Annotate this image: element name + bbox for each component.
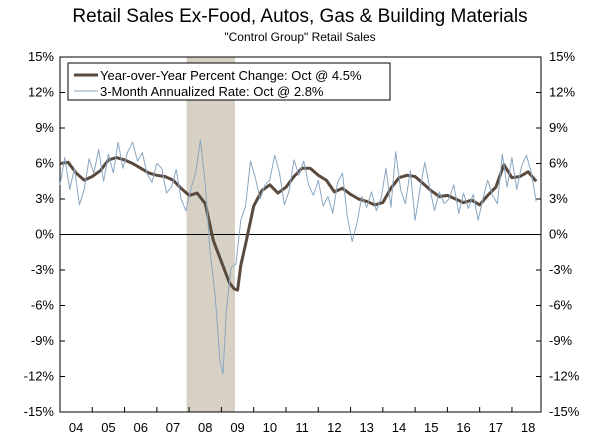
y-tick-label-right: 6% bbox=[549, 156, 568, 171]
series-line-yoy bbox=[59, 156, 538, 292]
y-tick-label-left: 9% bbox=[35, 120, 54, 135]
y-tick-label-right: -6% bbox=[549, 298, 573, 313]
y-tick-label-right: 12% bbox=[549, 85, 575, 100]
y-tick-label-left: 12% bbox=[28, 85, 54, 100]
x-tick-label: 06 bbox=[133, 420, 147, 435]
y-tick-label-right: -3% bbox=[549, 262, 573, 277]
x-tick-label: 04 bbox=[69, 420, 83, 435]
y-tick-label-right: 3% bbox=[549, 191, 568, 206]
y-tick-label-right: -9% bbox=[549, 333, 573, 348]
y-tick-label-left: 0% bbox=[35, 227, 54, 242]
y-tick-label-left: 3% bbox=[35, 191, 54, 206]
x-tick-label: 16 bbox=[456, 420, 470, 435]
y-tick-label-right: -12% bbox=[549, 369, 580, 384]
x-tick-label: 12 bbox=[327, 420, 341, 435]
x-tick-label: 07 bbox=[166, 420, 180, 435]
chart-title: Retail Sales Ex-Food, Autos, Gas & Build… bbox=[72, 6, 528, 27]
x-tick-label: 09 bbox=[230, 420, 244, 435]
x-tick-label: 14 bbox=[392, 420, 406, 435]
y-tick-label-right: 15% bbox=[549, 49, 575, 64]
y-tick-label-right: 9% bbox=[549, 120, 568, 135]
y-tick-label-right: 0% bbox=[549, 227, 568, 242]
y-tick-label-left: -9% bbox=[31, 333, 55, 348]
y-tick-label-left: -12% bbox=[24, 369, 55, 384]
y-tick-label-left: -3% bbox=[31, 262, 55, 277]
x-tick-label: 05 bbox=[101, 420, 115, 435]
x-tick-label: 11 bbox=[295, 420, 309, 435]
x-tick-label: 18 bbox=[521, 420, 535, 435]
x-tick-label: 17 bbox=[489, 420, 503, 435]
y-tick-label-left: 6% bbox=[35, 156, 54, 171]
y-tick-label-left: -6% bbox=[31, 298, 55, 313]
legend-label-3m-annualized: 3-Month Annualized Rate: Oct @ 2.8% bbox=[100, 84, 324, 99]
x-tick-label: 13 bbox=[359, 420, 373, 435]
legend-label-yoy: Year-over-Year Percent Change: Oct @ 4.5… bbox=[100, 68, 362, 83]
x-tick-label: 15 bbox=[424, 420, 438, 435]
y-tick-label-right: -15% bbox=[549, 404, 580, 419]
x-tick-label: 08 bbox=[198, 420, 212, 435]
y-tick-label-left: -15% bbox=[24, 404, 55, 419]
chart-subtitle: "Control Group" Retail Sales bbox=[224, 30, 376, 44]
y-tick-label-left: 15% bbox=[28, 49, 54, 64]
series-line-3m-annualized bbox=[59, 139, 537, 375]
x-tick-label: 10 bbox=[263, 420, 277, 435]
legend-box bbox=[67, 62, 391, 101]
